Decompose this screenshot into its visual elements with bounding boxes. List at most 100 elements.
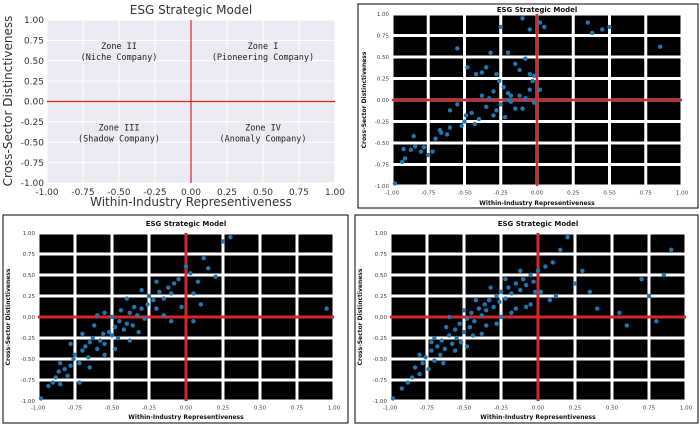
scatter-point <box>509 310 514 315</box>
scatter-point <box>491 89 496 94</box>
scatter-point <box>459 123 464 128</box>
scatter-point <box>513 281 518 286</box>
scatter-point <box>444 132 450 137</box>
y-tick-label: 0.25 <box>375 294 388 300</box>
y-tick-labels: -1.00 -0.75 -0.50 -0.25 0.00 0.25 0.50 0.75 1.00 <box>375 12 390 190</box>
scatter-point <box>513 306 518 311</box>
scatter-point <box>136 329 141 335</box>
scatter-point <box>102 341 107 347</box>
scatter-point <box>595 306 600 311</box>
x-tick-labels: -1.00 -0.75 -0.50 -0.25 0.00 0.25 0.50 0.75 1.00 <box>385 191 689 197</box>
y-tick-label: 0.25 <box>377 76 390 82</box>
scatter-point <box>455 46 460 51</box>
scatter-point <box>558 247 563 252</box>
scatter-point <box>479 313 484 318</box>
y-tick-label: -1.00 <box>373 399 388 405</box>
scatter-point <box>106 329 112 335</box>
x-tick-label: 0.25 <box>567 191 580 197</box>
scatter-point <box>498 289 504 294</box>
quadrant-axes <box>392 14 682 186</box>
scatter-point <box>77 361 82 366</box>
scatter-point <box>220 239 226 244</box>
y-tick-label: -0.50 <box>375 141 390 147</box>
scatter-point <box>130 323 135 328</box>
scatter-point <box>87 365 93 370</box>
scatter-point <box>486 96 492 101</box>
scatter-point <box>402 156 408 161</box>
chart-title: ESG Strategic Model <box>497 6 578 14</box>
y-tick-label: -0.50 <box>21 357 36 363</box>
scatter-point <box>484 104 489 110</box>
y-tick-label: -0.25 <box>21 118 44 128</box>
x-tick-label: -1.00 <box>385 191 400 197</box>
scatter-point <box>80 331 85 336</box>
x-tick-labels: -1.00 -0.75 -0.50 -0.25 0.00 0.25 0.50 0.75 1.00 <box>383 406 693 412</box>
scatter-point <box>112 324 118 330</box>
x-tick-label: -0.25 <box>494 191 509 197</box>
scatter-point <box>523 304 529 310</box>
scatter-point <box>161 313 166 318</box>
scatter-point <box>497 78 502 84</box>
scatter-point <box>472 319 477 324</box>
scatter-point <box>399 386 405 391</box>
scatter-point <box>508 93 514 98</box>
y-tick-label: -1.00 <box>21 399 36 405</box>
scatter-point <box>65 373 70 378</box>
scatter-point <box>127 310 132 315</box>
scatter-point <box>513 61 518 67</box>
scatter-point <box>161 296 166 301</box>
scatter-point <box>458 340 464 345</box>
scatter-point <box>417 371 422 377</box>
scatter-point <box>469 110 474 116</box>
scatter-point <box>121 327 127 332</box>
scatter-point <box>547 298 553 303</box>
scatter-point <box>494 72 499 77</box>
scatter-point <box>117 319 122 324</box>
y-tick-label: -0.25 <box>375 119 390 125</box>
y-tick-label: -1.00 <box>375 184 390 190</box>
y-tick-label: -0.75 <box>21 378 36 384</box>
scatter-point <box>505 50 511 55</box>
scatter-point <box>505 90 511 96</box>
scatter-point <box>494 293 499 299</box>
scatter-point <box>488 285 493 290</box>
scatter-point <box>452 348 458 353</box>
scatter-point <box>654 319 659 324</box>
scatter-point <box>127 338 132 343</box>
scatter-point <box>191 291 196 296</box>
x-tick-label: -0.50 <box>105 406 120 412</box>
scatter-point <box>465 65 470 70</box>
y-tick-label: 1.00 <box>23 231 36 237</box>
scatter-point <box>454 335 459 341</box>
scatter-point <box>426 366 431 372</box>
scatter-point <box>523 56 528 61</box>
y-tick-label: -0.50 <box>21 138 45 148</box>
scatter-point <box>517 67 522 73</box>
y-tick-labels: -1.00 -0.75 -0.50 -0.25 0.00 0.25 0.50 0.75 1.00 <box>21 231 36 405</box>
y-axis-label: Cross-Sector Distinctiveness <box>5 268 12 365</box>
scatter-point <box>498 24 503 30</box>
scatter-point <box>438 352 443 357</box>
scatter-point <box>169 291 174 296</box>
scatter-point <box>476 306 481 311</box>
scatter-point <box>531 73 537 79</box>
scatter-point <box>639 277 644 282</box>
scatter-point <box>661 272 666 278</box>
scatter-points <box>392 16 663 186</box>
y-tick-label: 0.75 <box>375 252 388 258</box>
scatter-point <box>494 321 499 326</box>
x-axis-label: Within-Industry Representiveness <box>480 414 596 421</box>
scatter-point <box>100 331 106 336</box>
y-tick-label: 1.00 <box>24 16 44 26</box>
x-tick-label: 0.50 <box>253 188 273 198</box>
x-tick-label: -0.50 <box>107 188 131 198</box>
chart-zones-svg: Zone II(Niche Company) Zone I(Pioneering … <box>1 3 345 209</box>
scatter-point <box>658 44 663 49</box>
scatter-point <box>392 181 398 186</box>
x-tick-label: -0.25 <box>142 406 157 412</box>
x-tick-label: 0.50 <box>254 406 267 412</box>
chart-scatter-1-svg: -1.00 -0.75 -0.50 -0.25 0.00 0.25 0.50 0.75 1.00… <box>357 3 699 209</box>
x-tick-label: -0.25 <box>143 188 166 198</box>
y-tick-labels: -1.00 -0.75 -0.50 -0.25 0.00 0.25 0.50 0.75 1.00 <box>373 231 388 405</box>
scatter-point <box>472 121 477 127</box>
